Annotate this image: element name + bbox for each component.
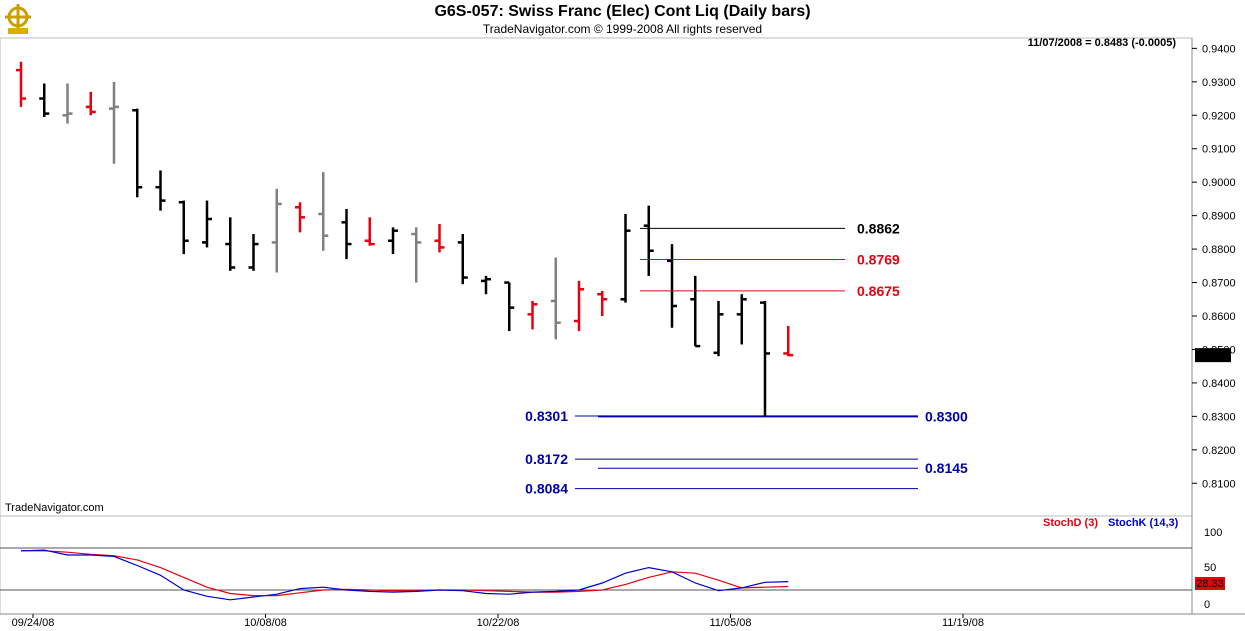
ohlc-bar [388, 227, 398, 255]
ohlc-bar [85, 91, 96, 116]
price-axis-label: 0.8600 [1202, 311, 1236, 323]
stoch-d-line [21, 550, 789, 597]
ohlc-bar [16, 61, 26, 107]
date-axis-label: 10/22/08 [477, 617, 520, 629]
copyright-text: TradeNavigator.com © 1999-2008 All right… [482, 22, 763, 36]
ohlc-bar [481, 275, 491, 295]
legend-stoch-k: StochK (14,3) [1108, 517, 1179, 529]
tradenavigator-logo-icon [2, 2, 34, 36]
price-axis-label: 0.9000 [1202, 177, 1236, 189]
ohlc-bar [109, 81, 119, 164]
stoch-k-line [20, 549, 789, 601]
last-price-label: 0.8483 [1196, 350, 1230, 362]
stoch-last-label: 28.33 [1196, 578, 1224, 590]
ohlc-bar [318, 172, 329, 251]
price-axis-label: 0.8200 [1202, 445, 1236, 457]
ohlc-bar [574, 280, 584, 332]
ohlc-bar [271, 188, 282, 273]
date-axis-label: 11/05/08 [709, 617, 751, 629]
level-label: 0.8172 [525, 451, 568, 467]
price-axis-label: 0.8900 [1202, 211, 1236, 223]
ohlc-bar [225, 217, 236, 271]
ohlc-bar [550, 257, 561, 340]
ohlc-bar [643, 205, 654, 276]
level-label: 0.8862 [857, 220, 900, 236]
date-axis-label: 09/24/08 [12, 617, 55, 629]
chart-header: G6S-057: Swiss Franc (Elec) Cont Liq (Da… [0, 0, 1245, 38]
stoch-axis-label: 100 [1204, 527, 1222, 539]
price-axis-label: 0.8300 [1202, 411, 1236, 423]
date-axis-label: 10/08/08 [244, 617, 287, 629]
legend-stoch-d: StochD (3) [1043, 517, 1098, 529]
ohlc-bar [364, 217, 375, 246]
ohlc-bar [155, 170, 166, 211]
ohlc-bar [39, 83, 50, 117]
price-panel-frame [0, 37, 1193, 517]
ohlc-bar [783, 326, 794, 357]
ohlc-bar [527, 300, 538, 330]
stoch-axis-label: 0 [1204, 599, 1210, 611]
ohlc-bar [132, 108, 143, 198]
watermark-text: TradeNavigator.com [5, 502, 104, 514]
ohlc-bar [690, 275, 701, 348]
stoch-last-box [1195, 577, 1225, 590]
ohlc-bar [597, 290, 608, 316]
level-label: 0.8769 [857, 251, 900, 267]
ohlc-bar [202, 200, 212, 248]
ohlc-bar [457, 234, 468, 285]
ohlc-bar [620, 213, 631, 303]
ohlc-bar [760, 300, 770, 417]
level-label: 0.8675 [857, 283, 900, 299]
level-label: 0.8301 [525, 408, 568, 424]
ohlc-bar [178, 200, 189, 255]
price-axis-label: 0.8700 [1202, 278, 1236, 290]
ohlc-bar [248, 234, 259, 271]
price-axis-label: 0.9100 [1202, 144, 1236, 156]
price-axis-label: 0.8800 [1202, 244, 1236, 256]
ohlc-bar [667, 244, 677, 328]
ohlc-bar [713, 300, 724, 357]
price-readout: 11/07/2008 = 0.8483 (-0.0005) [1028, 37, 1177, 49]
ohlc-bar [295, 202, 305, 233]
ohlc-bar [411, 227, 422, 283]
last-price-box [1195, 348, 1231, 363]
level-label: 0.8084 [525, 481, 568, 497]
level-label: 0.8145 [925, 460, 968, 476]
price-axis-label: 0.8400 [1202, 378, 1236, 390]
ohlc-bar [736, 294, 747, 345]
date-axis-label: 11/19/08 [942, 617, 984, 629]
chart-title: G6S-057: Swiss Franc (Elec) Cont Liq (Da… [434, 3, 811, 20]
ohlc-bar [341, 208, 352, 260]
level-label: 0.8300 [925, 408, 968, 424]
price-axis-label: 0.9300 [1202, 77, 1236, 89]
price-axis-label: 0.9200 [1202, 110, 1236, 122]
price-axis-label: 0.9400 [1202, 43, 1236, 55]
price-axis-label: 0.8100 [1202, 478, 1236, 490]
stoch-panel-frame [0, 515, 1193, 615]
stoch-axis-label: 50 [1204, 562, 1216, 574]
ohlc-bar [504, 281, 515, 332]
ohlc-bar [62, 83, 73, 124]
ohlc-bar [434, 224, 445, 253]
